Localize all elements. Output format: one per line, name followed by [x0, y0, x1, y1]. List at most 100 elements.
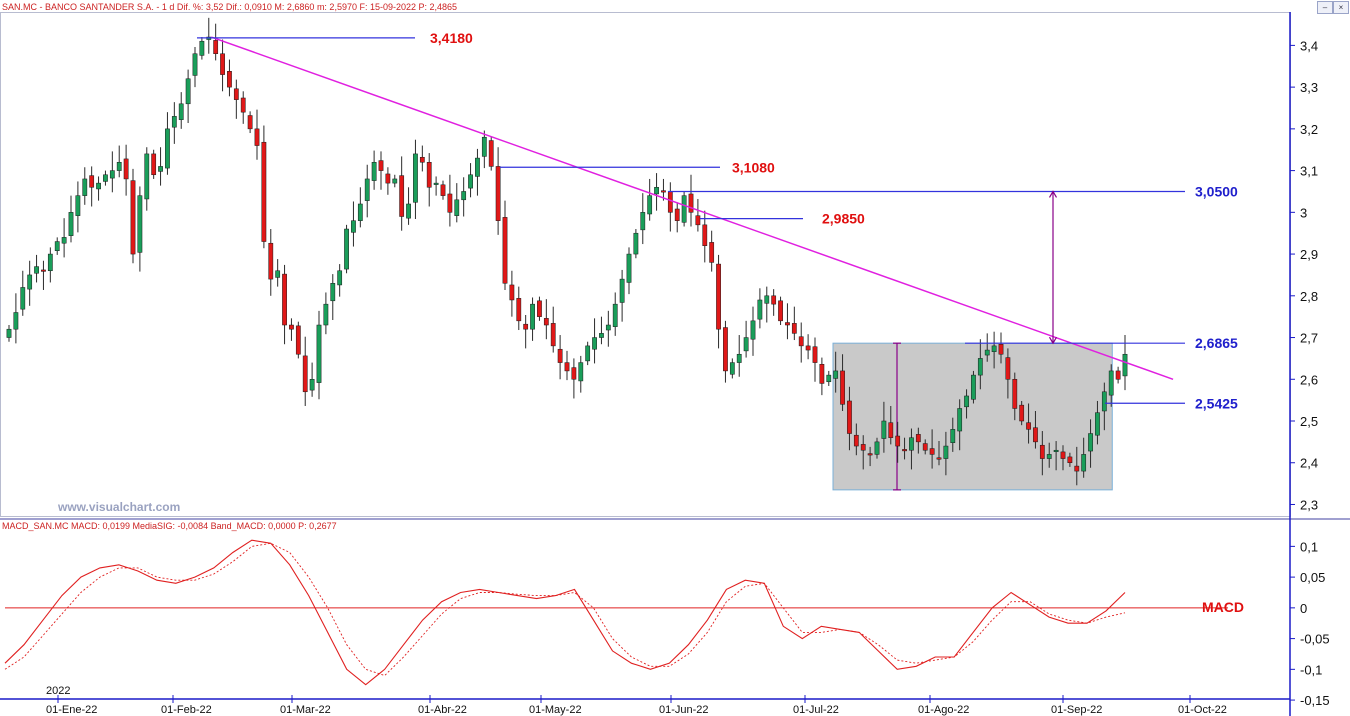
consolidation-range-box — [832, 342, 1113, 491]
candle — [881, 420, 887, 439]
level-label: 2,5425 — [1195, 395, 1238, 411]
candle — [943, 445, 949, 459]
candle — [6, 328, 12, 338]
candle — [447, 193, 453, 213]
candle — [543, 318, 549, 326]
level-label: 2,9850 — [822, 211, 865, 227]
candle — [178, 103, 184, 120]
candle — [736, 353, 742, 363]
candle — [902, 449, 907, 452]
arrow-head — [1048, 336, 1058, 345]
candle — [971, 374, 976, 400]
candle — [805, 345, 811, 351]
candle — [874, 441, 880, 455]
candle — [116, 161, 122, 171]
candle — [702, 224, 708, 246]
candle — [895, 435, 901, 447]
candle — [240, 97, 246, 113]
level-label: 3,4180 — [430, 30, 473, 46]
x-tick-label: 01-May-22 — [529, 704, 582, 716]
candle — [495, 166, 501, 221]
candle — [681, 195, 687, 223]
macd-header: MACD_SAN.MC MACD: 0,0199 MediaSIG: -0,00… — [2, 521, 337, 531]
candle — [1115, 370, 1121, 380]
candle — [640, 212, 646, 231]
x-tick-label: 01-Abr-22 — [418, 704, 467, 716]
candle — [165, 128, 170, 169]
candle — [89, 175, 95, 188]
candle — [337, 270, 343, 286]
candle — [13, 312, 19, 330]
candle — [819, 363, 825, 384]
candle — [199, 40, 205, 56]
candle — [61, 237, 67, 244]
candle — [674, 208, 680, 221]
candle — [261, 141, 267, 242]
candle — [1108, 370, 1114, 396]
candle — [1081, 454, 1087, 472]
candle — [130, 180, 136, 255]
candle — [351, 220, 356, 233]
candle — [998, 343, 1004, 355]
candle — [47, 253, 53, 272]
candle — [419, 156, 425, 163]
macd-line — [4, 539, 1126, 686]
level-label: 3,1080 — [732, 159, 775, 175]
candle — [571, 367, 577, 380]
candle — [20, 287, 26, 310]
candle — [1053, 449, 1059, 452]
candle — [833, 370, 839, 379]
candle — [330, 283, 336, 302]
candle — [34, 266, 39, 274]
y-tick-label: 3 — [1300, 205, 1307, 220]
candle — [502, 217, 508, 284]
candle — [647, 195, 653, 215]
y-tick-label: 3,3 — [1300, 80, 1318, 95]
candle — [309, 379, 315, 391]
candle — [771, 295, 777, 305]
macd-y-tick-label: -0,1 — [1300, 662, 1322, 677]
candle — [1074, 465, 1080, 472]
candle — [1067, 456, 1073, 463]
level-label: 3,0500 — [1195, 183, 1238, 199]
candle — [605, 324, 611, 331]
candle — [413, 153, 418, 203]
candle — [922, 443, 928, 451]
candle — [1039, 444, 1045, 459]
candle — [812, 346, 818, 363]
candle — [268, 242, 274, 280]
y-tick-label: 2,8 — [1300, 289, 1318, 304]
candle — [433, 182, 439, 185]
minimize-button[interactable]: – — [1317, 1, 1333, 14]
candle — [82, 178, 88, 196]
candle — [709, 242, 715, 263]
close-button[interactable]: × — [1333, 1, 1349, 14]
candle — [68, 212, 74, 236]
candle — [378, 160, 384, 171]
candle — [791, 323, 797, 334]
candle — [764, 295, 770, 304]
candle — [468, 174, 473, 189]
price-header: SAN.MC - BANCO SANTANDER S.A. - 1 d Dif.… — [2, 2, 458, 12]
candle — [578, 362, 584, 382]
candle — [185, 78, 191, 105]
candle — [785, 322, 790, 326]
x-tick-label: 01-Sep-22 — [1051, 704, 1102, 716]
candle — [530, 303, 535, 330]
candle — [750, 320, 756, 340]
candle — [840, 370, 845, 405]
candle — [633, 232, 639, 255]
candle — [426, 161, 432, 188]
candle — [1046, 454, 1052, 459]
candle — [247, 115, 253, 130]
candle — [757, 299, 763, 320]
candle — [695, 215, 701, 226]
candle — [475, 157, 480, 177]
candle — [688, 193, 694, 213]
x-tick-label: 01-Oct-22 — [1178, 704, 1227, 716]
candle — [399, 175, 405, 217]
candle — [1005, 357, 1011, 380]
candle — [144, 153, 150, 200]
candle — [667, 191, 673, 213]
candle — [227, 71, 232, 88]
